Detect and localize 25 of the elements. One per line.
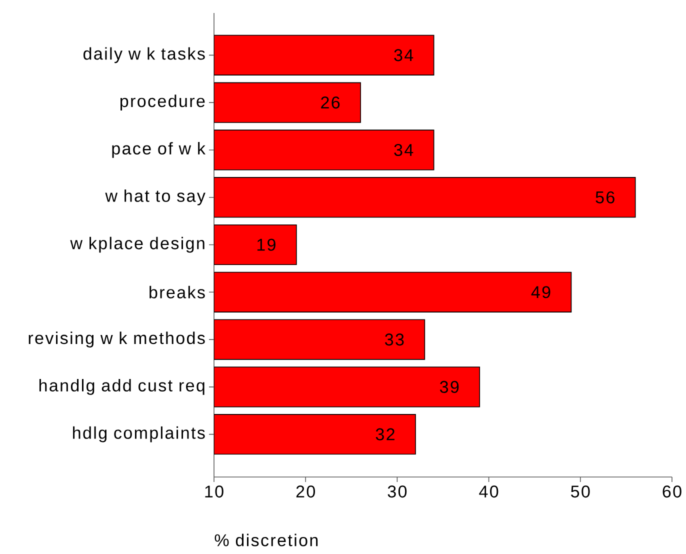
- data-label: 32: [376, 428, 394, 440]
- y-tick-label: daily w k tasks: [84, 47, 205, 64]
- data-label: 34: [394, 144, 414, 156]
- data-label: 56: [596, 191, 614, 204]
- y-tick-label: handlg add cust req: [39, 379, 204, 395]
- y-tick-label: pace of w k: [112, 142, 206, 158]
- x-tick-label: 40: [479, 486, 498, 498]
- y-tick-label: w kplace design: [70, 236, 204, 253]
- x-tick-label: 50: [571, 486, 590, 498]
- data-label: 39: [440, 380, 459, 393]
- x-tick-label: 30: [388, 486, 407, 498]
- y-tick-label: procedure: [120, 94, 205, 110]
- y-tick-label: revising w k methods: [28, 332, 205, 348]
- x-axis-title: % discretion: [214, 534, 318, 546]
- y-tick-label: w hat to say: [105, 189, 206, 206]
- x-tick-label: 20: [296, 486, 315, 498]
- y-tick-label: breaks: [150, 286, 205, 298]
- y-tick-label: hdlg complaints: [73, 426, 205, 442]
- data-label: 34: [394, 49, 414, 62]
- data-label: 19: [257, 238, 276, 251]
- data-label: 26: [321, 96, 340, 109]
- x-tick-label: 60: [662, 486, 682, 498]
- data-label: 49: [531, 286, 550, 298]
- x-tick-label: 10: [205, 486, 224, 498]
- data-label: 33: [385, 334, 404, 346]
